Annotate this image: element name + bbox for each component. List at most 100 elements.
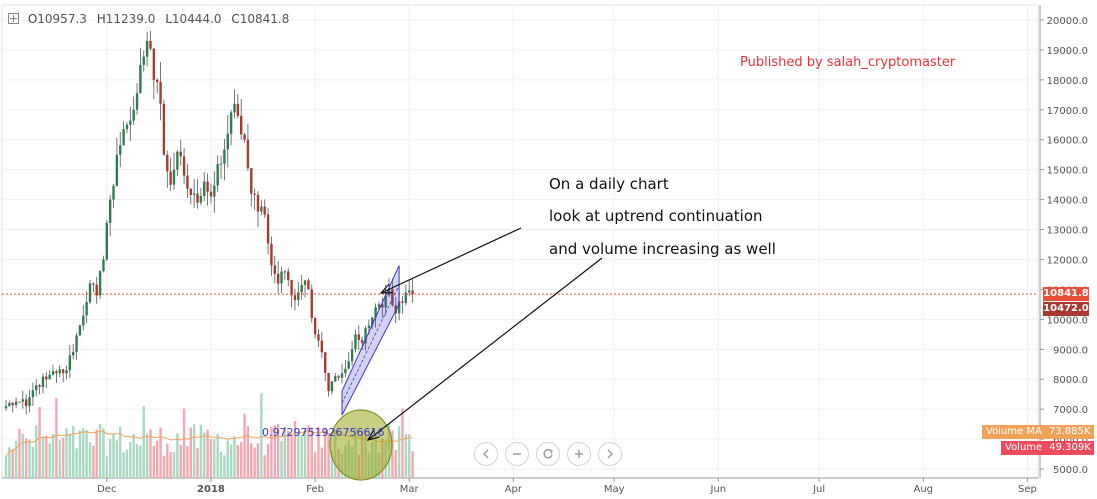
candle-body bbox=[92, 283, 95, 285]
plot-area bbox=[1, 4, 1039, 479]
candle-body bbox=[142, 56, 145, 65]
candle-body bbox=[391, 289, 394, 306]
candle-body bbox=[357, 334, 360, 340]
candle-body bbox=[287, 271, 290, 281]
candle-body bbox=[371, 317, 374, 326]
candle-body bbox=[105, 222, 108, 260]
volume-bar bbox=[223, 455, 226, 478]
volume-bar bbox=[250, 443, 253, 478]
volume-bar bbox=[290, 435, 293, 478]
candle-body bbox=[41, 376, 45, 388]
volume-bar bbox=[236, 445, 240, 478]
expand-icon[interactable] bbox=[8, 13, 19, 24]
volume-bar bbox=[4, 456, 8, 478]
zoom-out-button[interactable] bbox=[505, 442, 529, 466]
close-value: 10841.8 bbox=[239, 12, 290, 26]
reset-button[interactable] bbox=[536, 442, 560, 466]
candle-body bbox=[250, 168, 253, 194]
candle-body bbox=[270, 243, 273, 266]
candle-body bbox=[14, 401, 18, 406]
candle-body bbox=[179, 151, 182, 157]
candle-body bbox=[122, 129, 125, 146]
candle-body bbox=[381, 304, 384, 308]
x-tick-label: Apr bbox=[505, 484, 523, 495]
candle-body bbox=[344, 368, 347, 374]
volume-bar bbox=[404, 434, 408, 478]
volume-bar bbox=[28, 439, 31, 478]
volume-bar bbox=[307, 425, 310, 478]
volume-bar bbox=[179, 444, 182, 478]
volume-bar bbox=[219, 451, 223, 478]
candle-body bbox=[233, 103, 236, 113]
volume-bar bbox=[156, 440, 159, 478]
second-price-tag: 10472.0 bbox=[1043, 302, 1089, 316]
candle-body bbox=[313, 318, 317, 335]
minus-icon bbox=[513, 453, 521, 455]
volume-highlight-ellipse bbox=[329, 409, 393, 481]
zoom-in-button[interactable] bbox=[567, 442, 591, 466]
volume-bar bbox=[313, 452, 317, 478]
candle-body bbox=[300, 284, 303, 293]
scroll-left-button[interactable] bbox=[474, 442, 498, 466]
volume-bar bbox=[119, 426, 122, 478]
candle-body bbox=[223, 149, 226, 164]
open-value: 10957.3 bbox=[37, 12, 87, 26]
candle-body bbox=[51, 371, 55, 375]
y-tick-label: 18000.0 bbox=[1047, 76, 1088, 87]
annotation-arrow-volume-head bbox=[366, 429, 380, 441]
candle-body bbox=[176, 151, 179, 170]
candle-body bbox=[283, 271, 287, 273]
candle-body bbox=[135, 93, 139, 110]
scroll-right-button[interactable] bbox=[598, 442, 622, 466]
candle-body bbox=[411, 290, 414, 295]
candle-body bbox=[58, 369, 61, 374]
candle-body bbox=[290, 280, 293, 296]
candle-body bbox=[374, 307, 377, 318]
volume-bar bbox=[142, 406, 145, 478]
volume-bar bbox=[401, 408, 404, 478]
y-tick-label: 19000.0 bbox=[1047, 46, 1088, 57]
candle-body bbox=[401, 301, 404, 303]
volume-bar bbox=[293, 421, 297, 478]
annotation-line-2: look at uptrend continuation bbox=[549, 207, 763, 225]
open-key: O bbox=[27, 12, 38, 26]
volume-bar bbox=[263, 455, 266, 478]
candle-body bbox=[125, 124, 129, 130]
annotation-arrow-volume bbox=[367, 257, 603, 441]
candle-body bbox=[330, 381, 334, 392]
y-tick-label: 9000.0 bbox=[1053, 345, 1088, 356]
high-value: 11239.0 bbox=[105, 12, 156, 26]
candle-body bbox=[4, 406, 8, 409]
volume-bar bbox=[176, 433, 179, 478]
candle-body bbox=[38, 385, 41, 388]
volume-bar bbox=[145, 433, 149, 478]
candle-body bbox=[18, 401, 21, 403]
candle-body bbox=[253, 193, 256, 195]
candle-body bbox=[149, 40, 152, 49]
volume-bar bbox=[129, 441, 132, 478]
volume-tag: Volume 49.309K bbox=[1001, 441, 1095, 455]
candle-body bbox=[226, 133, 229, 150]
y-tick-label: 17000.0 bbox=[1047, 106, 1088, 117]
candle-body bbox=[203, 181, 206, 196]
volume-bar bbox=[266, 444, 270, 478]
candle-body bbox=[243, 134, 246, 140]
candle-body bbox=[324, 352, 327, 373]
annotation-arrow-price-head bbox=[379, 283, 394, 294]
low-value: 10444.0 bbox=[171, 12, 222, 26]
volume-bar bbox=[394, 449, 397, 478]
volume-bar bbox=[229, 444, 233, 478]
y-tick-label: 16000.0 bbox=[1047, 136, 1088, 147]
volume-bar bbox=[216, 434, 219, 478]
volume-bar bbox=[78, 430, 82, 478]
volume-bar bbox=[310, 427, 313, 478]
candle-body bbox=[354, 334, 357, 350]
volume-bar bbox=[82, 428, 85, 478]
candle-body bbox=[303, 280, 307, 285]
plus-icon bbox=[575, 450, 583, 458]
volume-ma-tag: Volume MA 73.885K bbox=[982, 425, 1094, 439]
candle-body bbox=[182, 156, 186, 176]
volume-bar bbox=[11, 449, 14, 478]
